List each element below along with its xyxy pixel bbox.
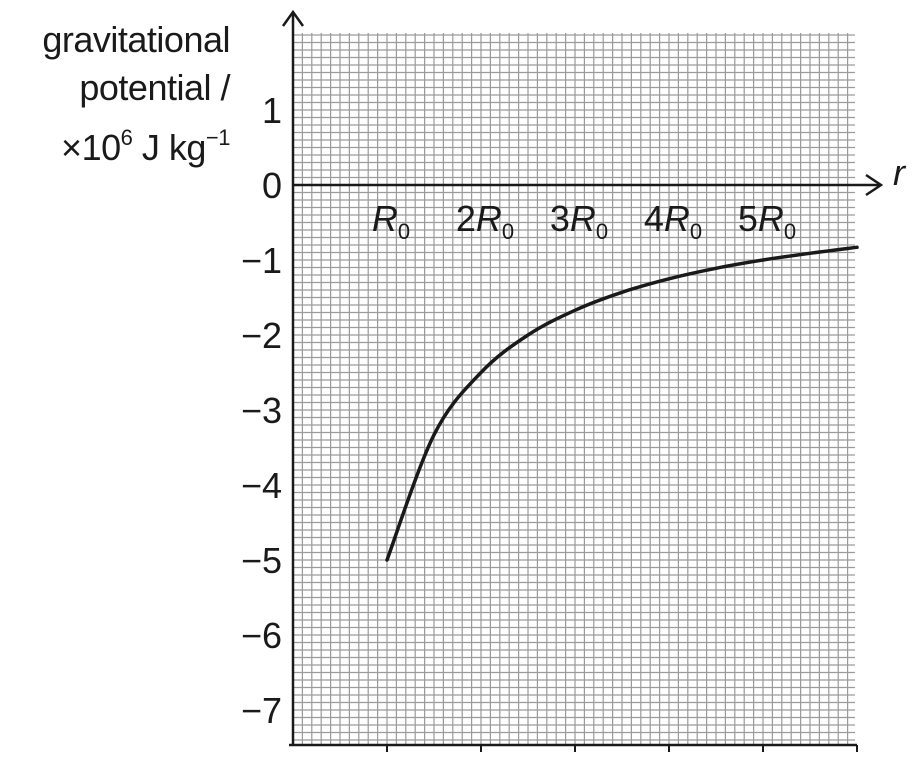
- y-tick-label: −7: [241, 690, 282, 731]
- y-axis-label-unit: ×106 J kg−1: [61, 118, 230, 170]
- unit-exponent: 6: [120, 125, 133, 150]
- y-tick-label: −3: [241, 390, 282, 431]
- y-tick-label: −4: [241, 465, 282, 506]
- x-tick-label: 5R0: [738, 198, 796, 244]
- x-tick-label: 3R0: [550, 198, 608, 244]
- y-axis-label-line-2: potential /: [79, 67, 230, 108]
- y-tick-label: 0: [262, 165, 282, 206]
- grid: [293, 33, 855, 745]
- x-tick-label: R0: [372, 198, 410, 244]
- y-tick-label: −6: [241, 615, 282, 656]
- unit-prefix: ×10: [61, 127, 121, 168]
- y-tick-label: −1: [241, 240, 282, 281]
- unit-exponent-2: −1: [205, 125, 231, 150]
- x-tick-label: 2R0: [456, 198, 514, 244]
- x-axis-label: r: [893, 152, 907, 193]
- y-tick-label: −5: [241, 540, 282, 581]
- y-tick-label: −2: [241, 315, 282, 356]
- x-tick-label: 4R0: [644, 198, 702, 244]
- y-tick-label: 1: [262, 90, 282, 131]
- x-axis-arrow: [865, 173, 884, 197]
- unit-mid: J kg: [132, 127, 207, 168]
- potential-curve: [385, 245, 859, 562]
- y-axis-label-line-1: gravitational: [42, 19, 230, 60]
- y-axis-arrow: [281, 9, 305, 27]
